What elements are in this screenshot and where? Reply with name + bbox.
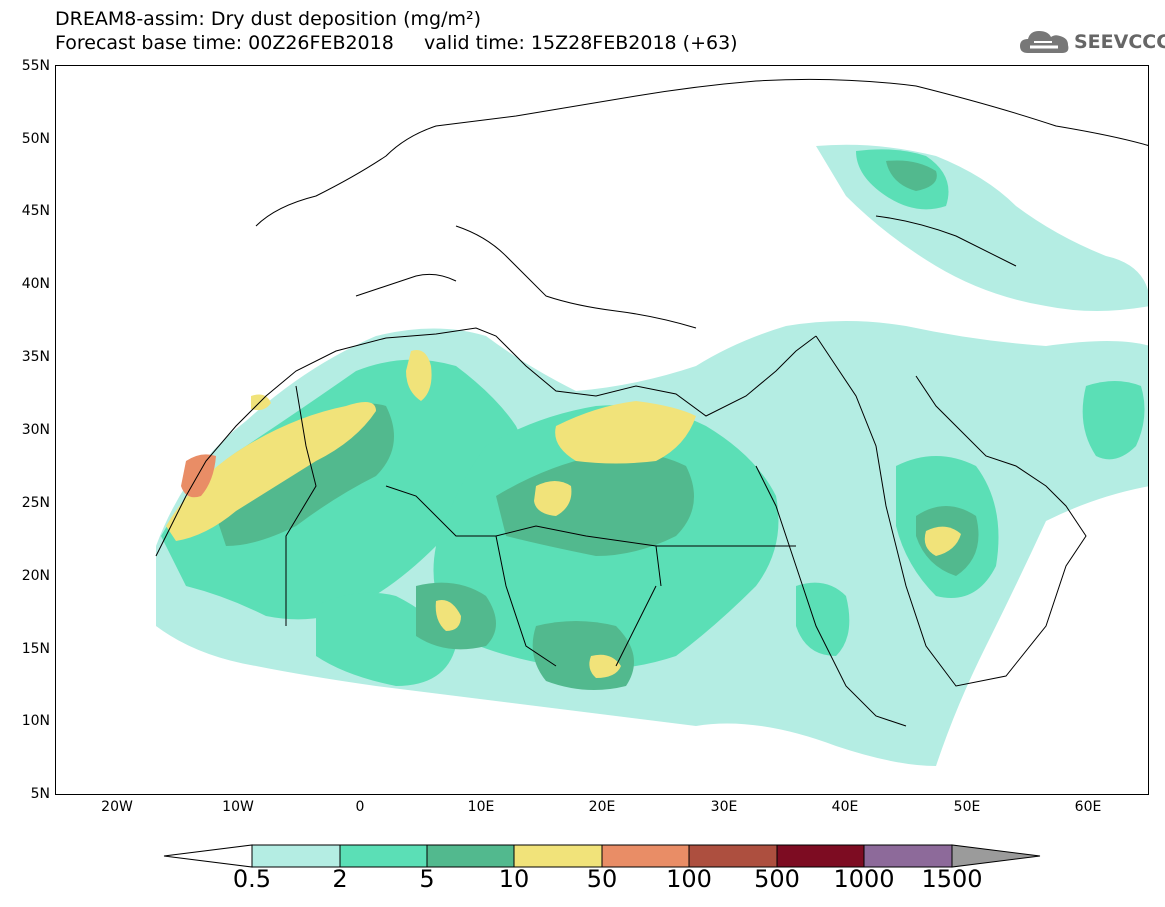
lat-label-45n: 45N: [21, 203, 50, 219]
lon-label-60e: 60E: [1074, 799, 1102, 815]
lon-label-50e: 50E: [953, 799, 981, 815]
map-area[interactable]: [55, 65, 1149, 795]
colorbar-swatch-3: [513, 844, 603, 868]
colorbar-label-4: 50: [586, 865, 618, 893]
lon-label-20e: 20E: [588, 799, 616, 815]
coastlines: [155, 78, 1148, 727]
logo-text: SEEVCCC: [1074, 31, 1165, 53]
lat-label-50n: 50N: [21, 131, 50, 147]
lon-label-0: 0: [355, 799, 365, 815]
map-title: DREAM8-assim: Dry dust deposition (mg/m²…: [55, 8, 482, 30]
colorbar-label-3: 10: [498, 865, 530, 893]
cloud-icon: [1020, 31, 1069, 53]
lon-label-10e: 10E: [467, 799, 495, 815]
colorbar-label-5: 100: [666, 865, 712, 893]
lat-label-35n: 35N: [21, 349, 50, 365]
colorbar-under-arrow: [163, 844, 253, 868]
colorbar-label-0: 0.5: [232, 865, 272, 893]
colorbar-label-8: 1500: [921, 865, 983, 893]
lon-label-10w: 10W: [222, 799, 254, 815]
colorbar-label-7: 1000: [833, 865, 895, 893]
lon-label-30e: 30E: [710, 799, 738, 815]
colorbar-swatch-2: [426, 844, 515, 868]
colorbar-swatch-0: [251, 844, 341, 868]
colorbar-swatch-6: [776, 844, 865, 868]
lat-label-30n: 30N: [21, 422, 50, 438]
colorbar-swatch-1: [339, 844, 428, 868]
lat-label-10n: 10N: [21, 713, 50, 729]
colorbar-label-6: 500: [754, 865, 800, 893]
colorbar-label-2: 5: [419, 865, 435, 893]
lat-label-40n: 40N: [21, 276, 50, 292]
lat-label-5n: 5N: [30, 786, 50, 802]
colorbar-label-1: 2: [332, 865, 348, 893]
colorbar-swatch-5: [688, 844, 778, 868]
dust-map: [155, 78, 1148, 766]
colorbar-over-arrow: [951, 844, 1041, 868]
lat-label-55n: 55N: [21, 58, 50, 74]
colorbar-swatch-4: [601, 844, 690, 868]
dust-contours: [156, 144, 1148, 766]
seevccc-logo: SEEVCCC: [1018, 26, 1165, 58]
lon-label-40e: 40E: [831, 799, 859, 815]
lat-label-25n: 25N: [21, 495, 50, 511]
lat-label-20n: 20N: [21, 568, 50, 584]
lat-label-15n: 15N: [21, 641, 50, 657]
lon-label-20w: 20W: [101, 799, 133, 815]
forecast-times: Forecast base time: 00Z26FEB2018 valid t…: [55, 32, 738, 54]
colorbar-swatch-7: [863, 844, 953, 868]
